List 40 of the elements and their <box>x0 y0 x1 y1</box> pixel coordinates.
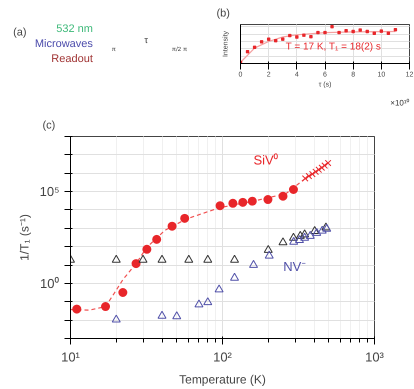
point <box>260 40 264 44</box>
chart-title: (c) <box>42 120 56 132</box>
point <box>266 38 270 41</box>
point <box>246 50 250 54</box>
point <box>309 34 313 38</box>
point <box>281 38 284 41</box>
x-tick-label: 10² <box>213 350 233 364</box>
chart-title: (b) <box>216 8 230 20</box>
x-axis-title: Temperature (K) <box>179 372 266 386</box>
category-label: Readout <box>51 52 93 65</box>
point <box>358 28 362 32</box>
y-tick-label: 10⁵ <box>40 184 60 200</box>
point <box>295 35 299 39</box>
point <box>274 38 278 42</box>
point <box>302 33 306 37</box>
series-label: NV⁻ <box>283 258 306 274</box>
point <box>372 32 376 36</box>
point <box>252 46 256 50</box>
point <box>323 30 327 34</box>
point <box>351 30 355 34</box>
text: ×10¹⁰ <box>390 98 410 108</box>
point <box>386 32 390 36</box>
point <box>316 30 320 34</box>
x-tick-label: 10³ <box>365 350 385 364</box>
series-label: SiV⁰ <box>253 152 279 168</box>
point <box>394 28 398 32</box>
point <box>344 29 348 32</box>
y-tick-label: 10⁰ <box>40 276 60 291</box>
point <box>366 30 369 34</box>
point <box>337 30 341 34</box>
annotation: T = 17 K, T₁ = 18(2) s <box>286 41 381 52</box>
point <box>288 34 292 38</box>
point <box>330 25 334 28</box>
point <box>380 29 384 33</box>
category-label: Microwaves <box>34 38 94 50</box>
category-label: 532 nm <box>56 23 93 36</box>
text: τ <box>144 35 148 46</box>
text: (a) <box>13 26 27 38</box>
x-tick-label: 10¹ <box>61 350 81 364</box>
y-axis-title: 1/T₁ (s⁻¹) <box>18 214 32 261</box>
